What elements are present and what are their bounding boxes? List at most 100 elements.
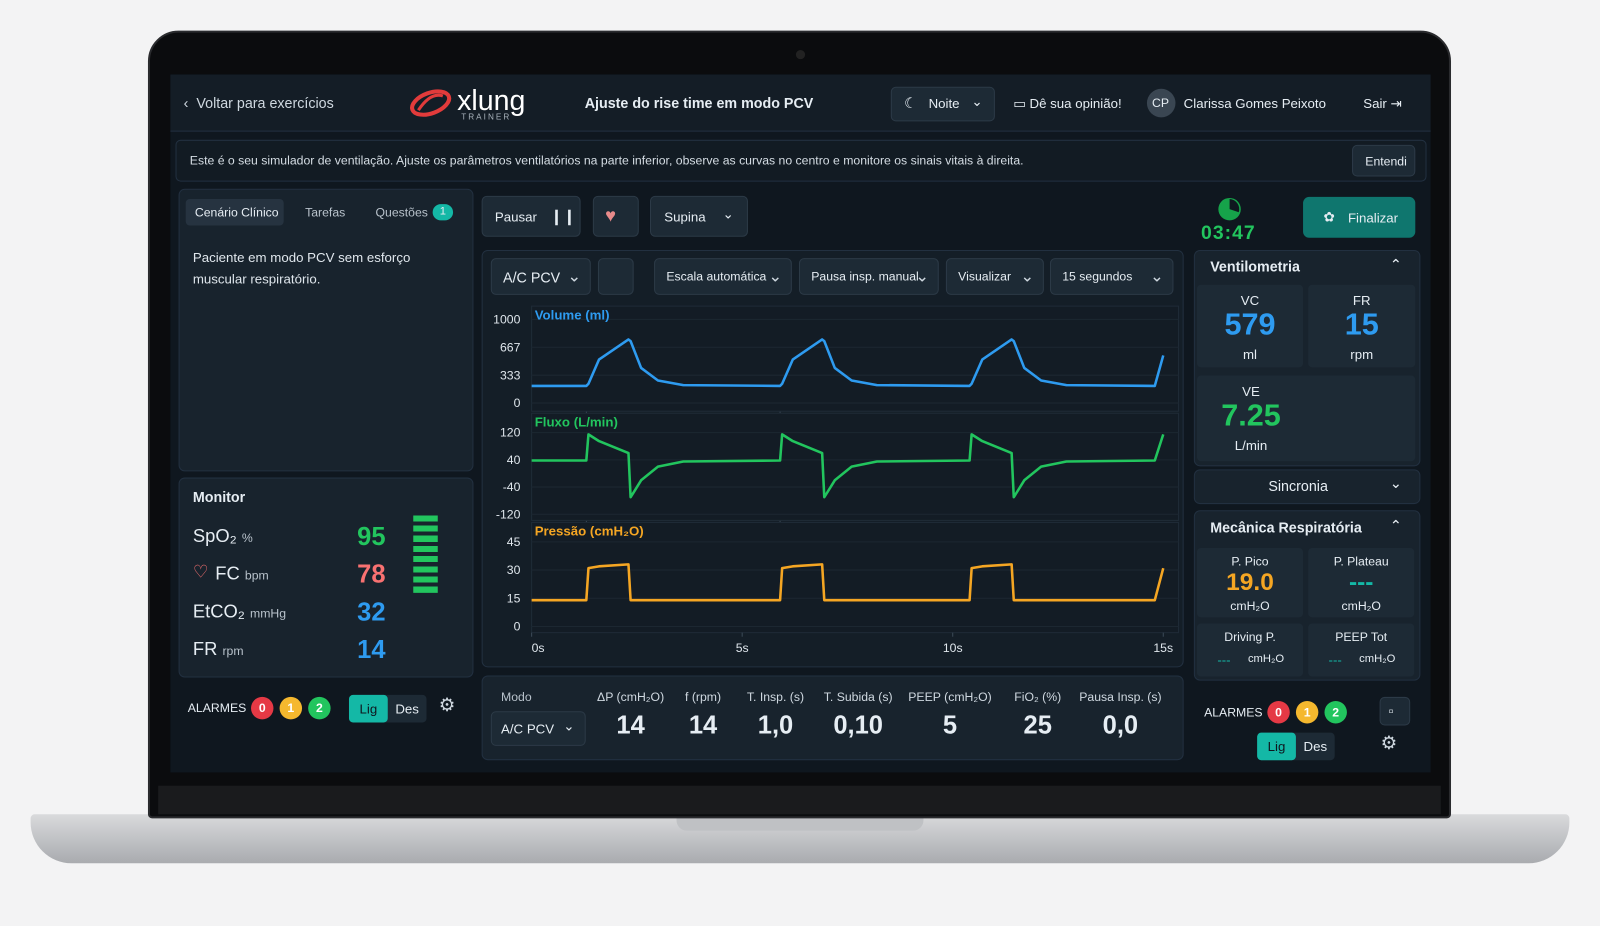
badge-count: 1 — [439, 205, 447, 218]
vital-unit: % — [241, 530, 253, 545]
chevron: ‹ — [183, 94, 197, 112]
param-value[interactable]: 0,10 — [833, 711, 883, 740]
dismiss-button[interactable]: Entendi — [1352, 144, 1416, 177]
logout[interactable]: Sair ⇥ — [1363, 95, 1402, 112]
vital-value: 32 — [357, 597, 386, 627]
settings-icon[interactable]: ⚙ — [438, 694, 456, 716]
tab[interactable]: Questões — [375, 205, 428, 220]
stethoscope-button[interactable] — [597, 258, 634, 295]
metric-value: --- — [1217, 652, 1231, 668]
param-value[interactable]: 0,0 — [1102, 711, 1139, 740]
waveform — [531, 563, 1165, 602]
section-title: Mecânica Respiratória — [1210, 519, 1362, 536]
heart-icon: ♡ — [192, 562, 209, 582]
position-select[interactable]: Supina ⌄ — [649, 195, 748, 237]
sync-panel[interactable] — [1193, 469, 1421, 505]
metric-unit: ml — [1242, 346, 1257, 363]
tab[interactable]: Tarefas — [305, 205, 346, 220]
dropdown[interactable]: Visualizar ⌄ — [945, 258, 1044, 295]
metric-unit: cmH₂O — [1341, 598, 1381, 614]
spo2-bars — [413, 515, 438, 593]
param-label: T. Insp. (s) — [746, 689, 805, 705]
toggle-on[interactable]: Lig — [1257, 732, 1296, 761]
banner-text: Este é o seu simulador de ventilação. Aj… — [189, 153, 1024, 168]
param-value[interactable]: 5 — [942, 711, 958, 740]
camera — [795, 49, 806, 60]
y-tick-label: -120 — [496, 507, 521, 521]
metric-unit: L/min — [1234, 437, 1268, 454]
metric-value: 579 — [1224, 308, 1276, 342]
lungs-button[interactable]: ♥ — [592, 195, 639, 237]
y-tick-label: 45 — [507, 535, 521, 549]
logout-text: Sair — [1363, 95, 1387, 112]
metric-value: 7.25 — [1221, 398, 1281, 433]
param-value[interactable]: 14 — [688, 711, 718, 740]
panel-title: Volume (ml) — [535, 307, 610, 322]
y-tick-label: 0 — [514, 620, 521, 634]
toggle-off[interactable]: Des — [395, 701, 419, 717]
metric-box — [1196, 547, 1304, 618]
theme-label: Noite — [928, 95, 960, 112]
waveform — [531, 338, 1165, 388]
metric-label: PEEP Tot — [1335, 629, 1388, 644]
mode-value: A/C PCV — [501, 721, 555, 737]
alarm-count: 0 — [1267, 701, 1290, 724]
metric-unit: rpm — [1350, 346, 1374, 363]
feedback-link[interactable]: ▭ Dê sua opinião! — [1013, 95, 1122, 112]
theme-button[interactable]: ☾ Noite ⌄ — [890, 86, 995, 122]
user-name: Clarissa Gomes Peixoto — [1183, 95, 1326, 112]
param-value[interactable]: 1,0 — [757, 711, 794, 740]
dropdown[interactable]: 15 segundos ⌄ — [1049, 258, 1174, 295]
toggle-on[interactable]: Lig — [348, 694, 388, 723]
settings-icon[interactable]: ⚙ — [1380, 732, 1398, 754]
dropdown[interactable]: Pausa insp. manual ⌄ — [798, 258, 939, 295]
timer: 03:47 — [1201, 222, 1256, 244]
dropdown[interactable]: A/C PCV ⌄ — [490, 258, 591, 295]
vital-label: FC — [215, 563, 240, 584]
tab[interactable]: Cenário Clínico — [194, 205, 279, 220]
param-label: T. Subida (s) — [823, 689, 893, 705]
vital-label: SpO₂ — [192, 525, 237, 546]
param-label: ΔP (cmH₂O) — [597, 689, 665, 705]
y-tick-label: 1000 — [493, 312, 520, 326]
vital-label: FR — [192, 638, 218, 660]
finish-button[interactable]: ✿ Finalizar — [1303, 196, 1416, 238]
chevron: ⌄ — [915, 268, 929, 286]
back-text: Voltar para exercícios — [196, 94, 334, 112]
dropdown[interactable]: Escala automática ⌄ — [654, 258, 792, 295]
dropdown-label: A/C PCV — [503, 269, 561, 286]
waveform — [531, 433, 1165, 499]
y-tick-label: 333 — [500, 368, 521, 382]
toggle-off[interactable]: Des — [1303, 738, 1328, 755]
back-link[interactable]: ‹ Voltar para exercícios — [184, 95, 334, 111]
chat-button[interactable]: ▫ — [1379, 696, 1411, 726]
logo-sub: TRAINER — [461, 112, 512, 122]
y-tick-label: 30 — [507, 563, 521, 577]
param-value[interactable]: 25 — [1023, 711, 1052, 740]
pause-button[interactable]: Pausar ❙❙ — [481, 195, 581, 237]
badge: 1 — [432, 204, 454, 221]
metric-box — [1196, 375, 1416, 462]
param-value[interactable]: 14 — [616, 711, 645, 740]
dropdown-label: 15 segundos — [1062, 269, 1133, 284]
param-label: FiO₂ (%) — [1014, 689, 1062, 705]
scenario-text: Paciente em modo PCV sem esforço muscula… — [192, 249, 411, 287]
y-tick-label: 0 — [514, 396, 521, 410]
metric-label: P. Plateau — [1333, 554, 1389, 569]
param-label: f (rpm) — [685, 689, 722, 705]
x-tick-label: 10s — [943, 641, 963, 655]
metric-value: --- — [1328, 652, 1342, 668]
plot-area — [531, 521, 1180, 634]
vital-unit: rpm — [222, 643, 244, 659]
metric-label: VE — [1242, 383, 1260, 399]
vital-value: 95 — [357, 522, 386, 552]
position-label: Supina — [664, 209, 706, 225]
param-label: PEEP (cmH₂O) — [908, 689, 992, 705]
finish-label: Finalizar — [1347, 210, 1399, 226]
alarm-count: 2 — [308, 696, 331, 720]
mode-select[interactable]: A/C PCV ⌄ — [490, 711, 586, 746]
info-banner — [175, 139, 1427, 182]
alarm-count: 1 — [1295, 701, 1319, 724]
dropdown-label: Pausa insp. manual — [811, 269, 919, 284]
dropdown-label: Visualizar — [958, 269, 1012, 284]
